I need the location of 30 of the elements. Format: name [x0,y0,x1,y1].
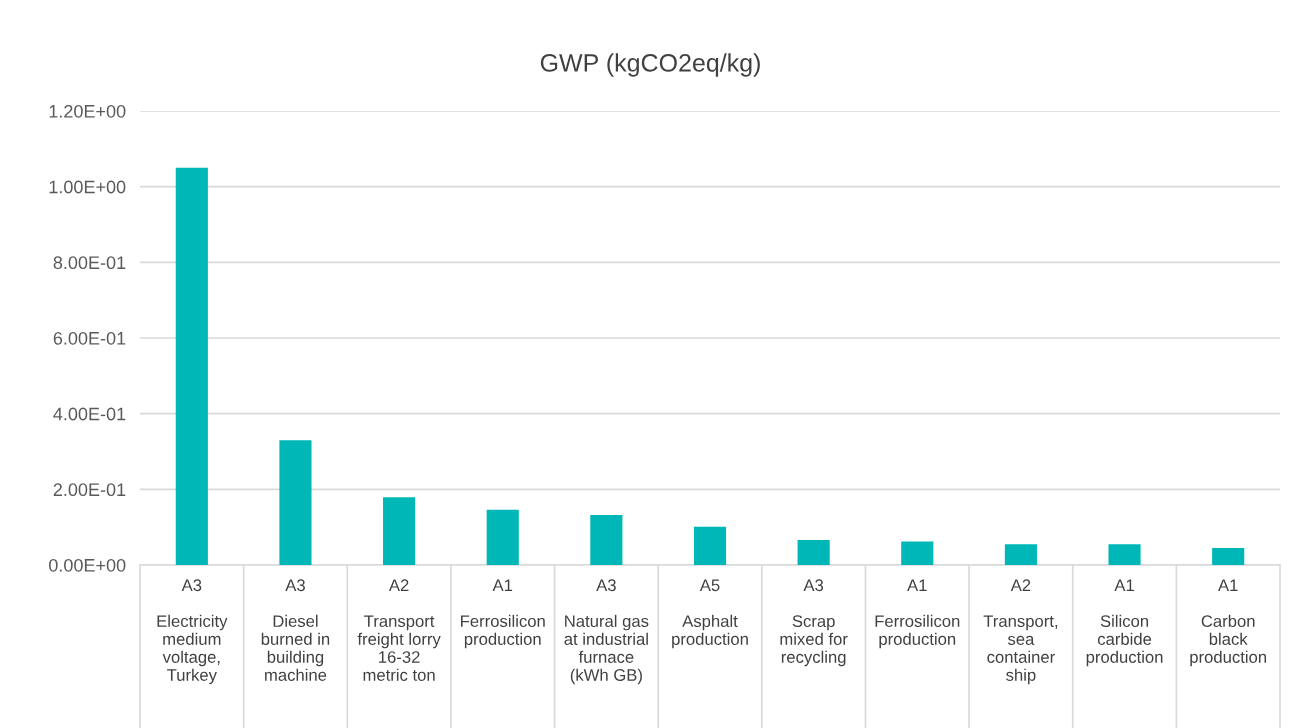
bar [693,526,727,565]
category-label: A3 Electricity medium voltage, Turkey [157,579,228,685]
y-tick-label: 6.00E-01 [53,331,126,345]
category-label: A1 Silicon carbide production [1086,579,1163,667]
y-tick-label: 1.20E+00 [49,104,126,118]
bar [279,440,312,565]
category-label: A3 Scrap mixed for recycling [780,579,848,667]
category-label: A1 Ferrosilicon production [875,579,960,649]
y-tick-label: 1.00E+00 [49,180,126,194]
bar [486,509,519,565]
bar [901,541,934,565]
y-tick-label: 0.00E+00 [49,558,126,572]
category-label: A5 Asphalt production [672,579,748,649]
category-label: A2 Transport freight lorry 16-32 metric ton [357,579,441,681]
bar [175,167,208,565]
bar [1108,544,1141,565]
bar [590,515,623,565]
y-tick-label: 8.00E-01 [53,256,126,270]
category-label: A1 Ferrosilicon production [461,579,545,649]
y-tick-label: 2.00E-01 [53,483,126,497]
category-label: A2 Transport, sea container ship [983,579,1058,685]
category-label: A3 Natural gas at industrial furnace (kWh GB) [564,579,649,685]
category-label: A1 Carbon black production [1190,579,1267,667]
bar [1212,547,1245,565]
category-label: A3 Diesel burned in building machine [261,579,330,681]
bar [1004,544,1037,565]
chart-title: GWP (kgCO2eq/kg) [540,53,760,77]
y-tick-label: 4.00E-01 [53,407,126,421]
bar [797,540,830,565]
bar [383,497,416,565]
